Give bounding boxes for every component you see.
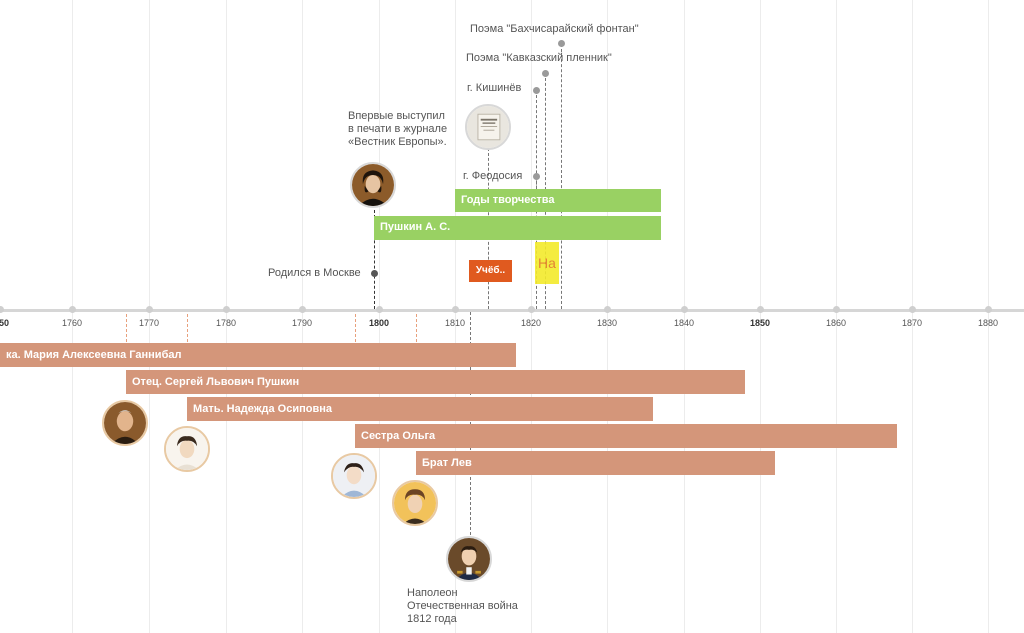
napoleon-line: 1812 года	[407, 613, 457, 625]
gridline	[455, 0, 456, 633]
gridline	[149, 0, 150, 633]
avatar-sister[interactable]	[331, 453, 377, 499]
event-dot-feodosia[interactable]	[532, 172, 540, 180]
axis-tick	[451, 306, 459, 313]
axis-tick	[222, 306, 230, 313]
axis-label: 1870	[901, 318, 923, 328]
event-dot-born[interactable]	[370, 269, 378, 277]
axis-tick	[603, 306, 611, 313]
event-label-napoleon[interactable]: Наполеон Отечественная война 1812 года	[407, 587, 518, 626]
axis-tick	[984, 306, 992, 313]
event-label-caucasus[interactable]: Поэма "Кавказский пленник"	[466, 52, 612, 64]
axis-label: 1830	[596, 318, 618, 328]
event-label-bakhchisaray[interactable]: Поэма "Бахчисарайский фонтан"	[470, 23, 639, 35]
avatar-napoleon[interactable]	[446, 536, 492, 582]
bar-creative-years[interactable]: Годы творчества	[455, 189, 661, 212]
event-label-first-publication[interactable]: Впервые выступил в печати в журнале «Вес…	[348, 110, 447, 149]
first-publication-line: Впервые выступил	[348, 110, 445, 122]
bar-father[interactable]: Отец. Сергей Львович Пушкин	[126, 370, 745, 394]
event-label-born[interactable]: Родился в Москве	[268, 267, 361, 279]
event-label-kishinev[interactable]: г. Кишинёв	[467, 82, 522, 94]
event-dot-caucasus[interactable]	[541, 69, 549, 77]
axis-tick	[527, 306, 535, 313]
time-axis	[0, 309, 1024, 312]
bar-brother[interactable]: Брат Лев	[416, 451, 775, 475]
portrait-icon	[448, 538, 490, 580]
axis-tick	[145, 306, 153, 313]
avatar-journal[interactable]	[465, 104, 511, 150]
journal-cover-icon	[467, 106, 509, 148]
axis-label-edge: 50	[0, 318, 9, 328]
axis-label: 1880	[977, 318, 999, 328]
gridline	[302, 0, 303, 633]
bar-sister[interactable]: Сестра Ольга	[355, 424, 897, 448]
event-exile[interactable]: На	[535, 242, 559, 284]
portrait-icon	[394, 482, 436, 524]
gridline	[988, 0, 989, 633]
axis-label: 1810	[444, 318, 466, 328]
first-publication-line: в печати в журнале	[348, 123, 448, 135]
connector-feodosia	[536, 176, 537, 196]
event-dot-kishinev[interactable]	[532, 86, 540, 94]
axis-label: 1800	[368, 318, 390, 328]
connector-mother-birth	[187, 314, 188, 342]
event-label-feodosia[interactable]: г. Феодосия	[463, 170, 523, 182]
avatar-mother[interactable]	[164, 426, 210, 472]
axis-tick	[0, 306, 4, 313]
napoleon-line: Отечественная война	[407, 600, 518, 612]
portrait-icon	[333, 455, 375, 497]
axis-tick	[68, 306, 76, 313]
axis-label: 1780	[215, 318, 237, 328]
connector-sister-birth	[355, 314, 356, 342]
axis-tick	[298, 306, 306, 313]
gridline	[226, 0, 227, 633]
axis-label: 1840	[673, 318, 695, 328]
axis-tick	[832, 306, 840, 313]
gridline	[684, 0, 685, 633]
portrait-icon	[166, 428, 208, 470]
avatar-pushkin[interactable]	[350, 162, 396, 208]
gridline	[912, 0, 913, 633]
napoleon-line: Наполеон	[407, 587, 458, 599]
gridline	[72, 0, 73, 633]
connector-bakhchisaray	[561, 44, 562, 309]
axis-label: 1820	[520, 318, 542, 328]
event-lyceum[interactable]: Учёб..	[469, 260, 512, 282]
axis-tick	[375, 306, 383, 313]
avatar-brother[interactable]	[392, 480, 438, 526]
axis-tick	[680, 306, 688, 313]
connector-father-birth	[126, 314, 127, 342]
avatar-father[interactable]	[102, 400, 148, 446]
gridline	[531, 0, 532, 633]
bar-grandmother[interactable]: ка. Мария Алексеевна Ганнибал	[0, 343, 516, 367]
gridline	[379, 0, 380, 633]
axis-tick	[756, 306, 764, 313]
event-dot-bakhchisaray[interactable]	[557, 39, 565, 47]
axis-label: 1760	[61, 318, 83, 328]
axis-tick	[908, 306, 916, 313]
bar-pushkin[interactable]: Пушкин А. С.	[374, 216, 661, 240]
gridline	[836, 0, 837, 633]
gridline	[760, 0, 761, 633]
portrait-icon	[352, 164, 394, 206]
axis-label: 1770	[138, 318, 160, 328]
axis-label: 1850	[749, 318, 771, 328]
connector-born	[374, 210, 375, 309]
portrait-icon	[104, 402, 146, 444]
axis-label: 1790	[291, 318, 313, 328]
connector-brother-birth	[416, 314, 417, 342]
gridline	[607, 0, 608, 633]
bar-mother[interactable]: Мать. Надежда Осиповна	[187, 397, 653, 421]
axis-label: 1860	[825, 318, 847, 328]
first-publication-line: «Вестник Европы».	[348, 136, 447, 148]
